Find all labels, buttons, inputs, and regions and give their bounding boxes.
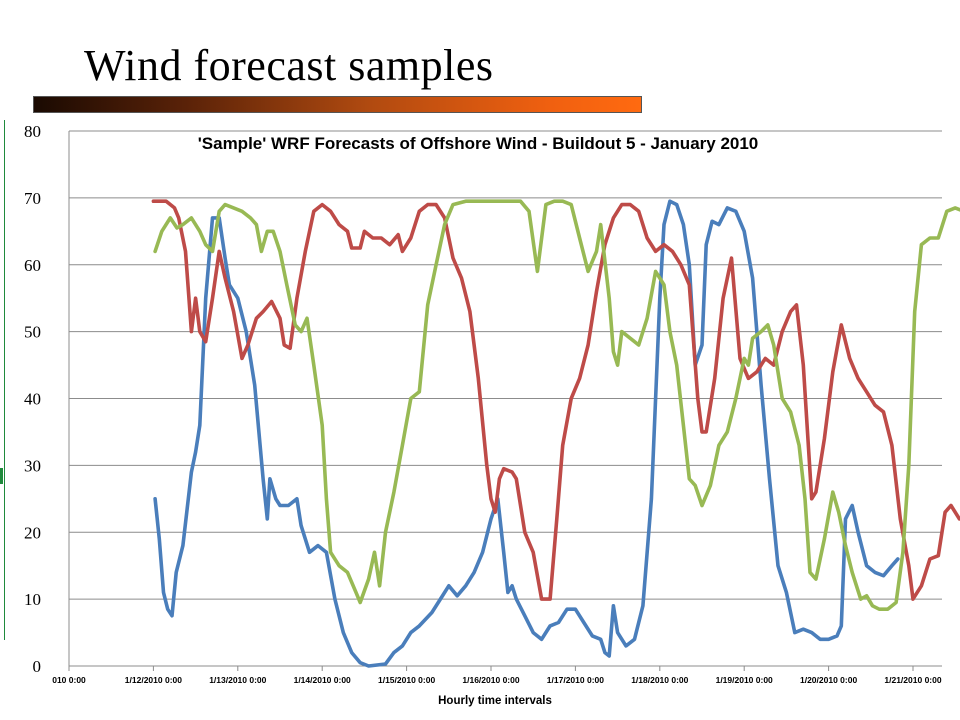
y-tick-label: 0 bbox=[33, 657, 42, 676]
left-accent-tick bbox=[0, 468, 3, 484]
x-tick-label: 1/17/2010 0:00 bbox=[547, 675, 604, 685]
x-tick-label: 010 0:00 bbox=[52, 675, 86, 685]
x-tick-label: 1/16/2010 0:00 bbox=[462, 675, 519, 685]
y-tick-label: 40 bbox=[24, 390, 41, 409]
series-line-3 bbox=[153, 199, 960, 611]
x-tick-label: 1/12/2010 0:00 bbox=[125, 675, 182, 685]
y-tick-label: 50 bbox=[24, 323, 41, 342]
axis-layer: 0 10 20 30 40 50 60 70 80 010 0:00 1/12/2010 0:00 1… bbox=[24, 122, 942, 685]
series-line-1 bbox=[153, 199, 900, 668]
series-line-2 bbox=[151, 199, 960, 601]
x-tick-label: 1/19/2010 0:00 bbox=[716, 675, 773, 685]
y-tick-label: 60 bbox=[24, 256, 41, 275]
x-tick-label: 1/20/2010 0:00 bbox=[800, 675, 857, 685]
y-tick-label: 20 bbox=[24, 523, 41, 542]
x-tick-label: 1/13/2010 0:00 bbox=[209, 675, 266, 685]
y-tick-label: 80 bbox=[24, 122, 41, 141]
x-tick-label: 1/18/2010 0:00 bbox=[631, 675, 688, 685]
x-tick-label: 1/15/2010 0:00 bbox=[378, 675, 435, 685]
x-tick-label: 1/21/2010 0:00 bbox=[884, 675, 941, 685]
x-axis-label: Hourly time intervals bbox=[438, 695, 552, 707]
grid-layer bbox=[69, 130, 942, 600]
series-layer bbox=[151, 199, 960, 668]
chart-title: 'Sample' WRF Forecasts of Offshore Wind … bbox=[198, 134, 759, 153]
y-tick-label: 30 bbox=[24, 456, 41, 475]
slide-title: Wind forecast samples bbox=[84, 41, 494, 90]
x-tick-label: 1/14/2010 0:00 bbox=[294, 675, 351, 685]
title-gradient-bar bbox=[33, 96, 642, 113]
y-tick-label: 70 bbox=[24, 189, 41, 208]
left-accent-rule bbox=[4, 120, 5, 640]
y-tick-label: 10 bbox=[24, 590, 41, 609]
